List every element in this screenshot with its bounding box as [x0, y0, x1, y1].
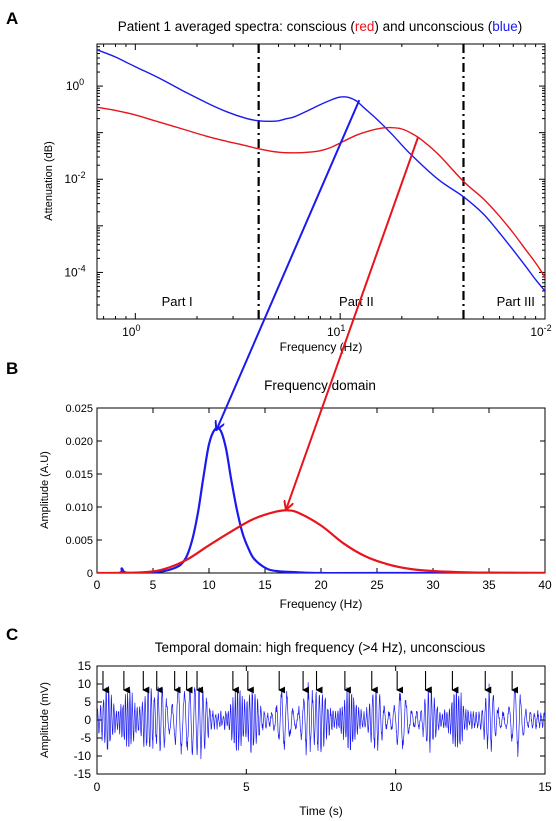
panel-c-y-axis-label: Amplitude (mV)	[39, 682, 51, 758]
y-tick-label-exponent: -4	[78, 263, 86, 273]
spectrum-line	[97, 509, 545, 573]
panel-b-y-axis-label: Amplitude (A.U)	[39, 451, 51, 529]
y-tick-label: 10	[78, 677, 92, 691]
panel-b-chart: Frequency domain 0 5 10 15 20 25 30 35 40 0 0.005…	[39, 378, 552, 611]
spectrum-line	[97, 426, 545, 573]
y-tick-label-exponent: -2	[78, 170, 86, 180]
x-tick-label: 15	[258, 578, 272, 592]
panel-b-y-ticks: 0 0.005 0.010 0.015 0.020 0.025	[65, 403, 545, 580]
panel-c-series	[97, 682, 545, 760]
y-tick-label: 5	[84, 695, 91, 709]
panel-b-x-axis-label: Frequency (Hz)	[280, 597, 363, 611]
x-tick-label: 40	[538, 578, 552, 592]
y-tick-label: 100	[66, 77, 84, 93]
panel-b-series	[97, 426, 545, 573]
title-part-blue: blue	[492, 19, 518, 34]
x-tick-label: 10	[389, 780, 403, 794]
panel-a-y-axis-label: Attenuation (dB)	[43, 141, 55, 221]
y-tick-label: 10-4	[64, 263, 85, 279]
x-tick-label: 100	[122, 323, 140, 339]
y-tick-label-base: 10	[64, 265, 78, 279]
eeg-trace	[97, 682, 545, 760]
y-tick-label: 0.005	[65, 535, 93, 547]
x-tick-label: 20	[314, 578, 328, 592]
pointer-arrow	[286, 136, 419, 509]
panel-c-chart: Temporal domain: high frequency (>4 Hz),…	[39, 640, 552, 818]
y-tick-label: -15	[74, 767, 92, 781]
y-tick-label-base: 10	[66, 79, 80, 93]
x-tick-label: 25	[370, 578, 384, 592]
part-label: Part II	[339, 294, 374, 309]
x-tick-label-exponent: 0	[135, 323, 140, 333]
y-tick-label: 15	[78, 659, 92, 673]
title-part: )	[518, 19, 523, 34]
panel-label-a: A	[6, 9, 18, 28]
x-tick-label: 10-2	[530, 323, 551, 339]
x-tick-label: 101	[327, 323, 345, 339]
spectrum-line	[97, 49, 545, 292]
y-tick-label: 10-2	[64, 170, 85, 186]
panel-label-c: C	[6, 625, 18, 644]
panel-label-b: B	[6, 359, 18, 378]
panel-a-chart: Patient 1 averaged spectra: conscious (r…	[43, 19, 552, 354]
x-tick-label: 10	[202, 578, 216, 592]
x-tick-label: 0	[94, 578, 101, 592]
pointer-arrow	[217, 99, 361, 429]
spectrum-line	[97, 106, 545, 278]
y-tick-label: 0.015	[65, 469, 93, 481]
x-tick-label: 15	[538, 780, 552, 794]
x-tick-label: 30	[426, 578, 440, 592]
panel-a-x-axis-label: Frequency (Hz)	[280, 340, 363, 354]
panel-b-plot-frame	[96, 407, 546, 574]
y-tick-label: 0.020	[65, 436, 93, 448]
panel-b-title: Frequency domain	[264, 378, 376, 393]
title-part: Patient 1 averaged spectra: conscious (	[118, 19, 356, 34]
panel-a-part-labels: Part I Part II Part III	[162, 294, 535, 309]
x-tick-label-base: 10	[122, 325, 136, 339]
part-label: Part III	[497, 294, 535, 309]
panel-a-plot-frame	[96, 43, 546, 320]
cross-panel-arrows	[217, 99, 419, 509]
y-tick-label-exponent: 0	[79, 77, 84, 87]
panel-a-title: Patient 1 averaged spectra: conscious (r…	[118, 19, 523, 34]
x-tick-label-exponent: 1	[340, 323, 345, 333]
panel-c-x-axis-label: Time (s)	[299, 804, 343, 818]
panel-c-event-markers	[101, 671, 519, 694]
x-tick-label: 5	[243, 780, 250, 794]
title-part-red: red	[355, 19, 375, 34]
panel-c-y-ticks: 15 10 5 0 -5 -10 -15	[74, 659, 545, 781]
y-tick-label: 0.025	[65, 403, 93, 415]
x-tick-label: 35	[482, 578, 496, 592]
x-tick-label-exponent: -2	[544, 323, 552, 333]
panel-c-plot-frame	[96, 665, 546, 775]
y-tick-label: 0	[84, 713, 91, 727]
panel-a-dividers	[257, 44, 465, 319]
y-tick-label-base: 10	[64, 172, 78, 186]
x-tick-label-base: 10	[327, 325, 341, 339]
title-part: ) and unconscious (	[374, 19, 492, 34]
x-tick-label: 0	[94, 780, 101, 794]
panel-c-x-ticks: 0 5 10 15	[94, 666, 552, 794]
y-tick-label: -10	[74, 749, 92, 763]
y-tick-label: 0.010	[65, 502, 93, 514]
y-tick-label: -5	[80, 731, 91, 745]
x-tick-label: 5	[150, 578, 157, 592]
panel-b-x-ticks: 0 5 10 15 20 25 30 35 40	[94, 408, 552, 592]
panel-a-series	[97, 49, 545, 292]
part-label: Part I	[162, 294, 193, 309]
y-tick-label: 0	[87, 568, 93, 580]
panel-c-title: Temporal domain: high frequency (>4 Hz),…	[155, 640, 486, 655]
x-tick-label-base: 10	[530, 325, 544, 339]
